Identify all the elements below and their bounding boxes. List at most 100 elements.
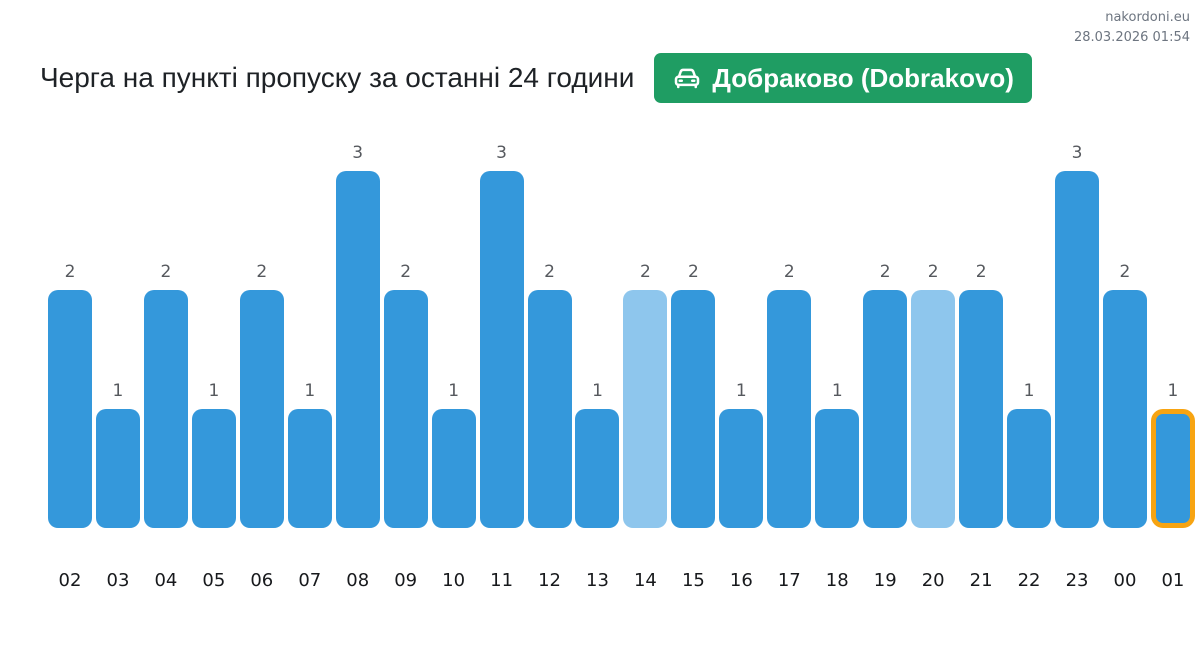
- bar[interactable]: [287, 409, 332, 528]
- checkpoint-badge[interactable]: Добраково (Dobrakovo): [654, 53, 1032, 103]
- bar[interactable]: [863, 290, 908, 528]
- bar-value-label: 2: [544, 262, 555, 282]
- hour-label: 05: [202, 570, 226, 591]
- bar-value-label: 2: [879, 262, 891, 282]
- bar[interactable]: [383, 290, 428, 528]
- bar[interactable]: [911, 290, 956, 528]
- bar-column: 1 13: [575, 381, 620, 591]
- bar-value-label: 1: [735, 381, 747, 401]
- bar-column: 2 17: [767, 262, 812, 591]
- bar-column: 2 14: [623, 262, 668, 591]
- hour-label: 19: [873, 570, 897, 591]
- bar-column: 3 11: [479, 143, 524, 591]
- bar-value-label: 2: [1119, 262, 1131, 282]
- bar[interactable]: [575, 409, 620, 528]
- bar-value-label: 1: [448, 381, 460, 401]
- bar-value-label: 1: [592, 381, 603, 401]
- bar-column: 2 21: [959, 262, 1004, 591]
- bar-value-label: 1: [1023, 381, 1035, 401]
- timestamp: 28.03.2026 01:54: [1073, 29, 1190, 45]
- bar-column: 1 18: [815, 381, 860, 591]
- bar-value-label: 1: [1167, 381, 1179, 401]
- bar-value-label: 2: [687, 262, 699, 282]
- bar-column: 1 16: [719, 381, 764, 591]
- bar[interactable]: [191, 409, 236, 528]
- bar[interactable]: [623, 290, 668, 528]
- bar-column: 1 01: [1150, 381, 1195, 591]
- hour-label: 09: [394, 570, 418, 591]
- bar[interactable]: [719, 409, 764, 528]
- bar-column: 3 23: [1055, 143, 1100, 591]
- bar[interactable]: [239, 290, 284, 528]
- hour-label: 14: [633, 570, 657, 591]
- bar[interactable]: [815, 409, 860, 528]
- top-meta: nakordoni.eu 28.03.2026 01:54: [1074, 8, 1190, 47]
- bar[interactable]: [479, 171, 524, 528]
- hour-label: 04: [154, 570, 178, 591]
- page-title: Черга на пункті пропуску за останні 24 г…: [40, 62, 635, 93]
- hour-label: 02: [58, 570, 82, 591]
- bar-column: 1 10: [431, 381, 476, 591]
- site-link[interactable]: nakordoni.eu: [1105, 10, 1190, 25]
- bar-column: 2 06: [239, 262, 284, 591]
- bar-value-label: 3: [496, 143, 507, 163]
- hour-label: 00: [1113, 570, 1137, 591]
- hour-label: 23: [1065, 570, 1089, 591]
- bar[interactable]: [767, 290, 812, 528]
- hour-label: 12: [538, 570, 561, 591]
- hour-label: 11: [490, 570, 514, 591]
- hour-label: 03: [106, 570, 130, 591]
- hour-label: 10: [442, 570, 466, 591]
- bar-value-label: 1: [831, 381, 843, 401]
- hour-label: 15: [681, 570, 705, 591]
- bar-column: 1 07: [287, 381, 332, 591]
- bar-column: 2 12: [527, 262, 572, 591]
- hour-label: 22: [1017, 570, 1041, 591]
- queue-bar-chart: 2 02 1 03 2 04 1 05 2 06 1 07 3 08 2 09 1 10 3 11 2 12 1 13 2 14 2…: [48, 130, 1195, 591]
- bar-value-label: 1: [112, 381, 124, 401]
- hour-label: 06: [250, 570, 274, 591]
- bar[interactable]: [335, 171, 380, 528]
- bar-column: 2 00: [1102, 262, 1147, 591]
- bar[interactable]: [1150, 409, 1195, 528]
- bar-column: 1 03: [95, 381, 140, 591]
- hour-label: 16: [729, 570, 753, 591]
- hour-label: 07: [298, 570, 322, 591]
- checkpoint-badge-label: Добраково (Dobrakovo): [712, 62, 1014, 93]
- bar-column: 1 22: [1007, 381, 1052, 591]
- bar-value-label: 2: [400, 262, 412, 282]
- bar-value-label: 2: [256, 262, 268, 282]
- bar[interactable]: [1007, 409, 1052, 528]
- bar-column: 2 15: [671, 262, 716, 591]
- bar-column: 2 09: [383, 262, 428, 591]
- bar-value-label: 2: [640, 262, 651, 282]
- bar[interactable]: [527, 290, 572, 528]
- bar[interactable]: [959, 290, 1004, 528]
- bar[interactable]: [48, 290, 92, 528]
- hour-label: 20: [921, 570, 945, 591]
- hour-label: 21: [969, 570, 993, 591]
- bar[interactable]: [431, 409, 476, 528]
- header: Черга на пункті пропуску за останні 24 г…: [40, 53, 1170, 103]
- bar-column: 2 04: [143, 262, 188, 591]
- hour-label: 13: [586, 570, 609, 591]
- bar-column: 2 20: [911, 262, 956, 591]
- bar[interactable]: [1102, 290, 1147, 528]
- bar[interactable]: [95, 409, 140, 528]
- bar[interactable]: [671, 290, 716, 528]
- bar[interactable]: [1055, 171, 1100, 528]
- car-front-icon: [672, 63, 702, 93]
- bar-value-label: 2: [160, 262, 172, 282]
- bar-value-label: 3: [352, 143, 364, 163]
- bar-value-label: 3: [1071, 143, 1083, 163]
- bar-column: 1 05: [191, 381, 236, 591]
- hour-label: 18: [825, 570, 849, 591]
- hour-label: 01: [1161, 570, 1185, 591]
- bar[interactable]: [143, 290, 188, 528]
- bar-value-label: 1: [304, 381, 316, 401]
- bar-column: 3 08: [335, 143, 380, 591]
- bar-value-label: 2: [927, 262, 939, 282]
- hour-label: 08: [346, 570, 370, 591]
- bar-value-label: 2: [64, 262, 76, 282]
